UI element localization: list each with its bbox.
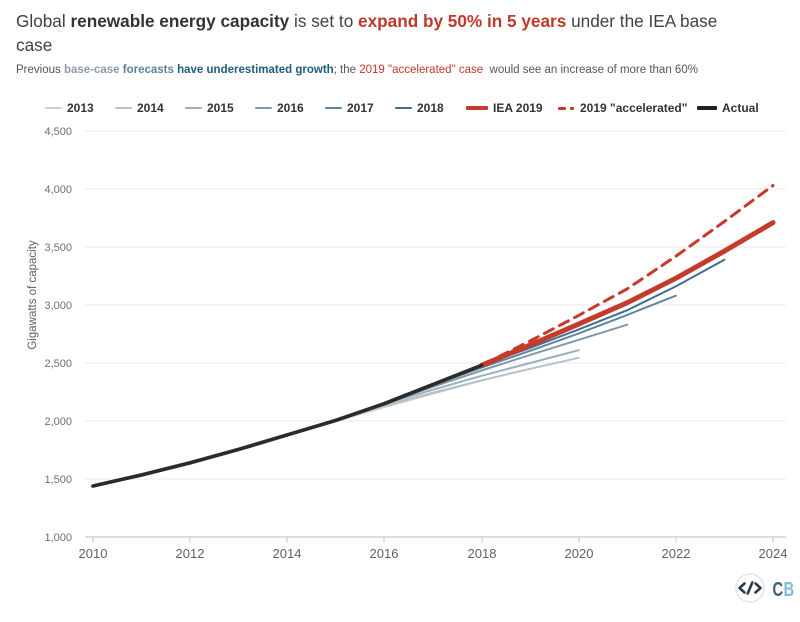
svg-text:C: C	[773, 578, 784, 601]
svg-text:1,000: 1,000	[44, 532, 72, 544]
svg-text:2,500: 2,500	[44, 358, 72, 370]
svg-text:2016: 2016	[370, 546, 399, 561]
svg-text:2024: 2024	[759, 546, 788, 561]
svg-text:2018: 2018	[468, 546, 497, 561]
svg-text:3,500: 3,500	[44, 242, 72, 254]
svg-text:2012: 2012	[176, 546, 205, 561]
svg-text:2,000: 2,000	[44, 416, 72, 428]
svg-text:4,500: 4,500	[44, 126, 72, 138]
svg-text:2022: 2022	[662, 546, 691, 561]
svg-text:4,000: 4,000	[44, 184, 72, 196]
svg-text:2010: 2010	[79, 546, 108, 561]
svg-text:2020: 2020	[565, 546, 594, 561]
svg-text:3,000: 3,000	[44, 300, 72, 312]
svg-text:Gigawatts of capacity: Gigawatts of capacity	[27, 240, 39, 350]
svg-text:1,500: 1,500	[44, 474, 72, 486]
svg-text:2014: 2014	[273, 546, 302, 561]
svg-text:B: B	[784, 578, 795, 601]
